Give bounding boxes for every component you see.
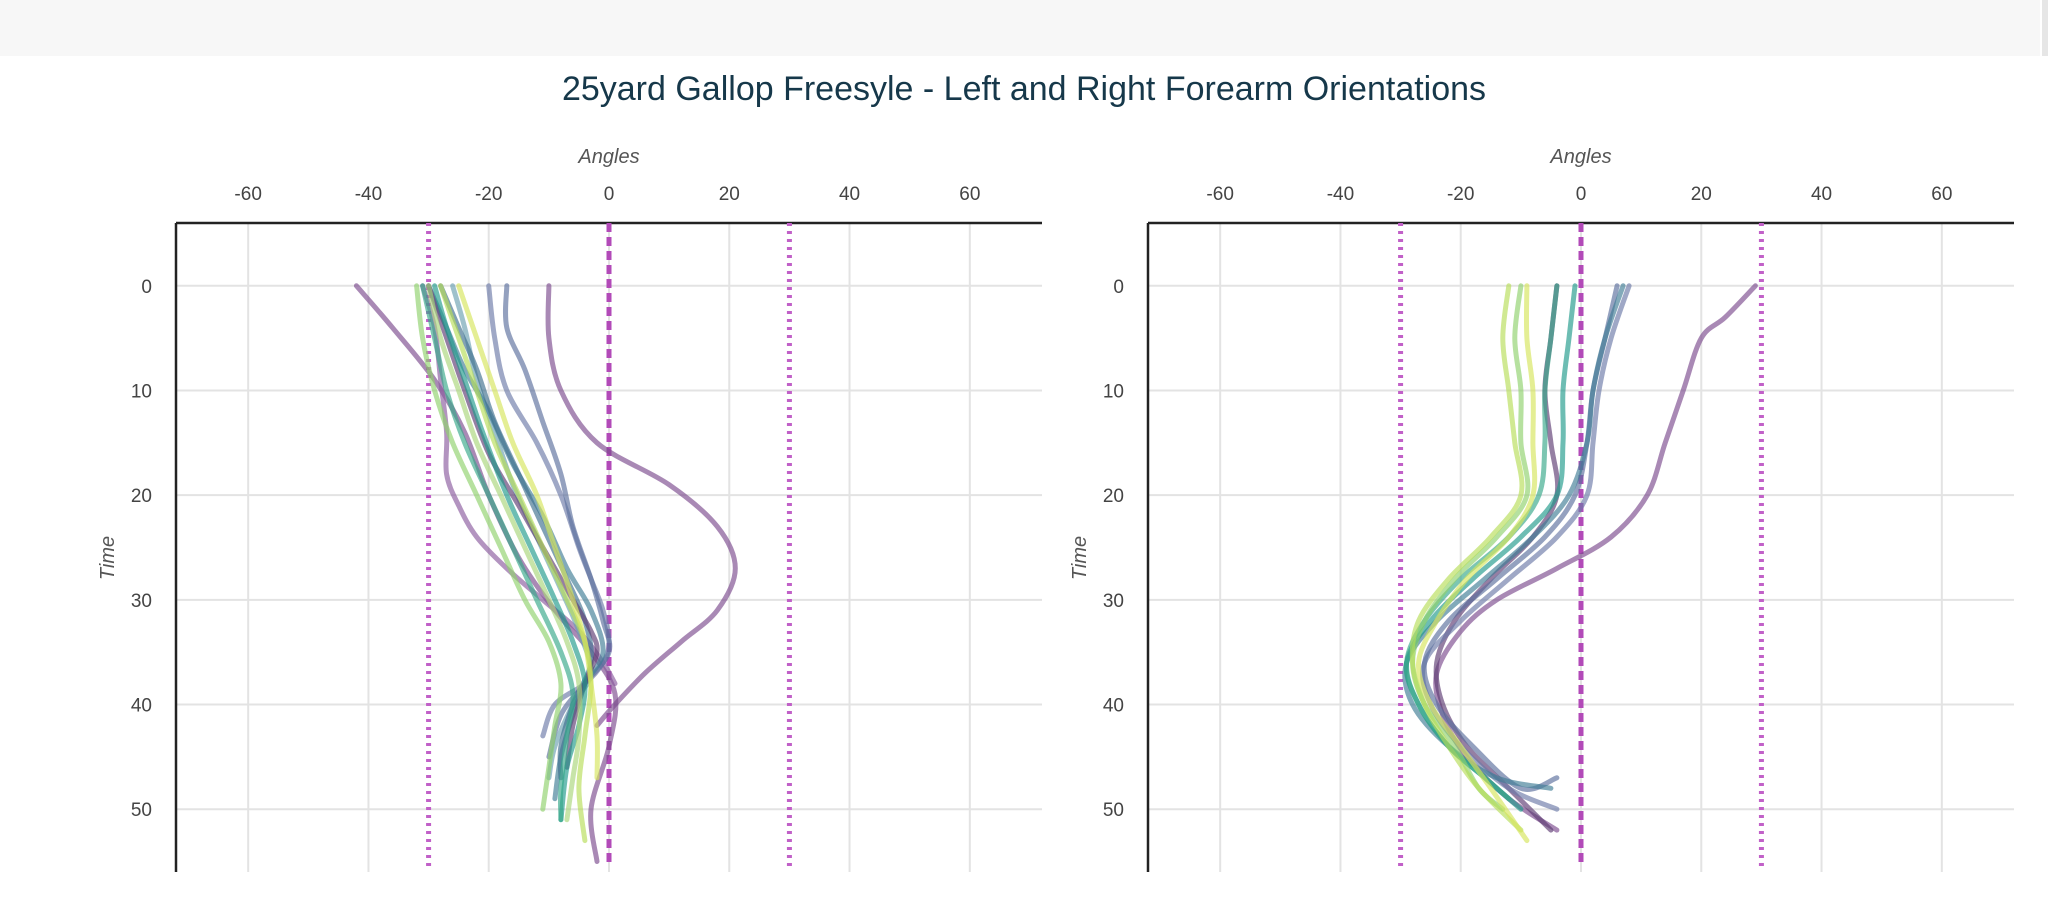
left-series-line-14 <box>456 283 600 781</box>
left-series-line-11 <box>420 283 576 823</box>
right-y-tick-label: 10 <box>1103 381 1124 402</box>
chart-title: 25yard Gallop Freesyle - Left and Right … <box>561 70 1487 108</box>
right-series-line-7 <box>1404 283 1560 802</box>
right-series-line-10 <box>1416 283 1538 844</box>
left-series-line-12 <box>414 283 564 812</box>
right-y-tick-label: 0 <box>1113 277 1124 298</box>
scrollbar-edge <box>2042 0 2048 56</box>
left-x-tick-label: 40 <box>839 184 860 205</box>
left-x-tick-label: 20 <box>719 184 740 205</box>
left-x-tick-label: 60 <box>959 184 980 205</box>
right-x-tick-label: -20 <box>1447 184 1474 205</box>
left-y-tick-label: 10 <box>131 381 152 402</box>
right-x-tick-label: -40 <box>1327 184 1354 205</box>
left-series-line-13 <box>438 283 594 844</box>
left-y-tick-label: 30 <box>131 591 152 612</box>
right-x-axis-title: Angles <box>1549 146 1611 168</box>
left-series-line-15 <box>426 283 583 823</box>
left-y-tick-label: 20 <box>131 486 152 507</box>
right-x-tick-label: 20 <box>1691 184 1712 205</box>
top-toolbar-strip <box>0 0 2040 56</box>
left-x-tick-label: -20 <box>475 184 502 205</box>
right-series-line-9 <box>1409 283 1525 833</box>
right-x-tick-label: 40 <box>1811 184 1832 205</box>
right-y-tick-label: 30 <box>1103 591 1124 612</box>
right-x-tick-label: -60 <box>1206 184 1233 205</box>
left-y-tick-label: 0 <box>141 277 152 298</box>
left-x-axis-title: Angles <box>577 146 639 168</box>
right-x-tick-label: 0 <box>1576 184 1587 205</box>
left-x-tick-label: -60 <box>234 184 261 205</box>
right-y-tick-label: 50 <box>1103 800 1124 821</box>
left-x-tick-label: 0 <box>604 184 615 205</box>
right-y-tick-label: 40 <box>1103 696 1124 717</box>
left-y-axis-title: Time <box>97 536 119 580</box>
right-series-line-8 <box>1410 283 1531 812</box>
left-series-line-2 <box>545 283 738 728</box>
right-y-tick-label: 20 <box>1103 486 1124 507</box>
right-x-tick-label: 60 <box>1931 184 1952 205</box>
left-y-tick-label: 40 <box>131 696 152 717</box>
right-y-axis-title: Time <box>1069 536 1091 580</box>
left-x-tick-label: -40 <box>355 184 382 205</box>
left-y-tick-label: 50 <box>131 800 152 821</box>
